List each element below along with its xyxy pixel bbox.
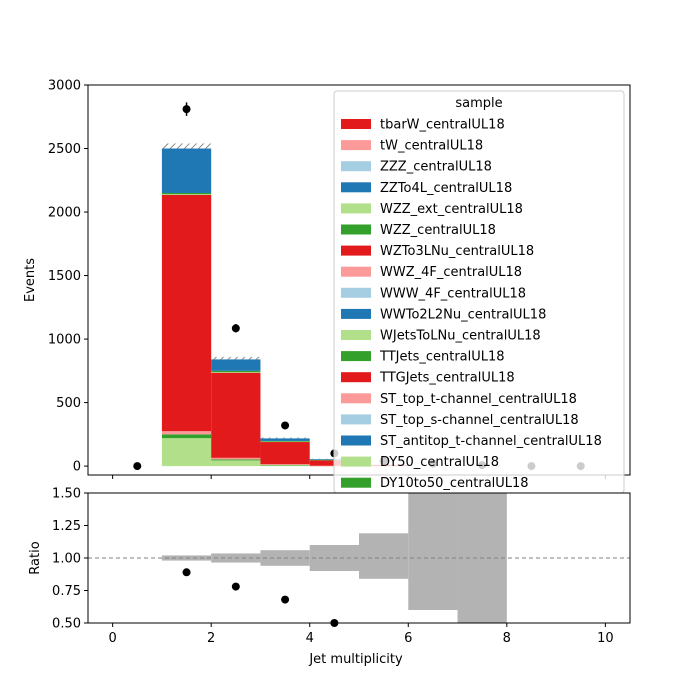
ratio-panel: 0.50 0.75 1.00 1.25 1.50 0 2 4 6 8 10 Ratio Jet m… <box>28 487 630 668</box>
legend-title: sample <box>455 96 502 111</box>
main-y-tick-label-6: 3000 <box>48 79 81 94</box>
main-y-tick-label-1: 500 <box>56 396 81 411</box>
legend-swatch-1 <box>341 140 371 150</box>
legend-label-5: WZZ_centralUL18 <box>380 223 496 238</box>
stack-bar-DY10to50_centralUL18-bin-1 <box>162 434 211 438</box>
ratio-x-tick-label-4: 8 <box>503 631 511 646</box>
stack-bar-tW_centralUL18-bin-1 <box>162 431 211 434</box>
mc-uncertainty-bin-3 <box>260 438 309 439</box>
legend-label-10: WJetsToLNu_centralUL18 <box>380 329 541 344</box>
legend-swatch-12 <box>341 372 371 382</box>
legend-swatch-0 <box>341 119 371 129</box>
legend-swatch-14 <box>341 414 371 424</box>
stack-bar-WJetsToLNu_centralUL18-bin-1 <box>162 194 211 195</box>
stack-bar-ZZTo4L_centralUL18-bin-1 <box>162 149 211 193</box>
legend-label-12: TTGJets_centralUL18 <box>379 371 515 386</box>
ratio-y-axis-ticks: 0.50 0.75 1.00 1.25 1.50 <box>52 487 88 632</box>
legend-label-8: WWW_4F_centralUL18 <box>380 286 526 301</box>
ratio-x-tick-label-5: 10 <box>597 631 614 646</box>
stack-bar-tW_centralUL18-bin-3 <box>260 464 309 465</box>
ratio-x-tick-label-0: 0 <box>108 631 116 646</box>
legend-label-7: WWZ_4F_centralUL18 <box>380 265 522 280</box>
stack-bar-TTJets_centralUL18-bin-1 <box>162 193 211 194</box>
ratio-y-tick-label-4: 1.50 <box>52 487 81 502</box>
legend-label-9: WWTo2L2Nu_centralUL18 <box>380 307 546 322</box>
main-y-tick-label-5: 2500 <box>48 142 81 157</box>
ratio-x-axis-ticks: 0 2 4 6 8 10 <box>108 623 613 646</box>
legend-label-2: ZZZ_centralUL18 <box>380 160 492 175</box>
stack-bar-DY50_centralUL18-bin-2 <box>211 460 260 466</box>
legend-label-6: WZTo3LNu_centralUL18 <box>380 244 534 259</box>
data-point-2 <box>232 324 240 332</box>
legend-swatch-16 <box>341 457 371 467</box>
ratio-band-bin-6 <box>408 493 457 610</box>
legend-swatch-8 <box>341 288 371 298</box>
stack-bar-WJetsToLNu_centralUL18-bin-2 <box>211 372 260 373</box>
legend-swatch-2 <box>341 161 371 171</box>
legend-swatch-11 <box>341 351 371 361</box>
legend-label-1: tW_centralUL18 <box>380 139 483 154</box>
legend-swatch-6 <box>341 246 371 256</box>
ratio-y-tick-label-1: 0.75 <box>52 584 81 599</box>
ratio-x-tick-label-1: 2 <box>207 631 215 646</box>
x-axis-label: Jet multiplicity <box>308 652 403 667</box>
ratio-y-axis-label: Ratio <box>28 541 43 574</box>
ratio-x-tick-label-2: 4 <box>306 631 314 646</box>
legend-swatch-17 <box>341 478 371 488</box>
legend-swatch-15 <box>341 436 371 446</box>
mc-uncertainty-bin-1 <box>162 143 211 148</box>
main-y-axis-ticks: 0 500 1000 1500 2000 2500 3000 <box>48 79 88 475</box>
data-point-3 <box>281 421 289 429</box>
main-y-tick-label-0: 0 <box>73 460 81 475</box>
main-y-axis-label: Events <box>23 258 38 302</box>
legend-label-4: WZZ_ext_centralUL18 <box>380 202 523 217</box>
ratio-point-0 <box>183 568 191 576</box>
stack-bar-TTGJets_centralUL18-bin-3 <box>260 442 309 464</box>
main-y-tick-label-4: 2000 <box>48 206 81 221</box>
stack-bar-TTJets_centralUL18-bin-2 <box>211 371 260 372</box>
legend-label-15: ST_antitop_t-channel_centralUL18 <box>380 434 602 449</box>
data-point-0 <box>133 462 141 470</box>
legend-label-16: DY50_centralUL18 <box>380 455 499 470</box>
ratio-y-tick-label-0: 0.50 <box>52 617 81 632</box>
mc-uncertainty-bin-2 <box>211 357 260 360</box>
stack-bar-ZZTo4L_centralUL18-bin-3 <box>260 438 309 441</box>
legend-label-11: TTJets_centralUL18 <box>379 350 505 365</box>
legend-swatch-3 <box>341 182 371 192</box>
legend-label-0: tbarW_centralUL18 <box>380 118 505 133</box>
legend-label-14: ST_top_s-channel_centralUL18 <box>380 413 579 428</box>
ratio-point-1 <box>232 583 240 591</box>
ratio-x-tick-label-3: 6 <box>404 631 412 646</box>
stack-bar-WJetsToLNu_centralUL18-bin-3 <box>260 442 309 443</box>
stack-bar-TTGJets_centralUL18-bin-2 <box>211 373 260 458</box>
data-point-1 <box>183 105 191 113</box>
stack-bar-DY10to50_centralUL18-bin-3 <box>260 465 309 466</box>
ratio-point-2 <box>281 596 289 604</box>
main-y-tick-label-3: 1500 <box>48 269 81 284</box>
legend-swatch-9 <box>341 309 371 319</box>
legend-label-17: DY10to50_centralUL18 <box>380 476 529 491</box>
stack-bar-TTJets_centralUL18-bin-3 <box>260 441 309 442</box>
chart: 0 500 1000 1500 2000 2500 3000 Events sample t… <box>0 0 700 700</box>
legend-swatch-4 <box>341 203 371 213</box>
ratio-y-tick-label-2: 1.00 <box>52 552 81 567</box>
stack-bar-DY10to50_centralUL18-bin-2 <box>211 459 260 460</box>
legend-label-13: ST_top_t-channel_centralUL18 <box>380 392 577 407</box>
ratio-band-bin-5 <box>359 533 408 579</box>
legend-swatch-5 <box>341 225 371 235</box>
legend-swatch-10 <box>341 330 371 340</box>
stack-bar-TTGJets_centralUL18-bin-1 <box>162 195 211 431</box>
main-y-tick-label-2: 1000 <box>48 333 81 348</box>
legend-label-3: ZZTo4L_centralUL18 <box>380 181 512 196</box>
legend: sample tbarW_centralUL18 tW_centralUL18 ZZ… <box>334 91 624 493</box>
legend-swatch-7 <box>341 267 371 277</box>
stack-bar-ZZTo4L_centralUL18-bin-2 <box>211 359 260 370</box>
ratio-y-tick-label-3: 1.25 <box>52 519 81 534</box>
stack-bar-DY50_centralUL18-bin-1 <box>162 438 211 466</box>
legend-swatch-13 <box>341 393 371 403</box>
ratio-points <box>183 568 339 627</box>
stack-bar-tW_centralUL18-bin-2 <box>211 458 260 460</box>
